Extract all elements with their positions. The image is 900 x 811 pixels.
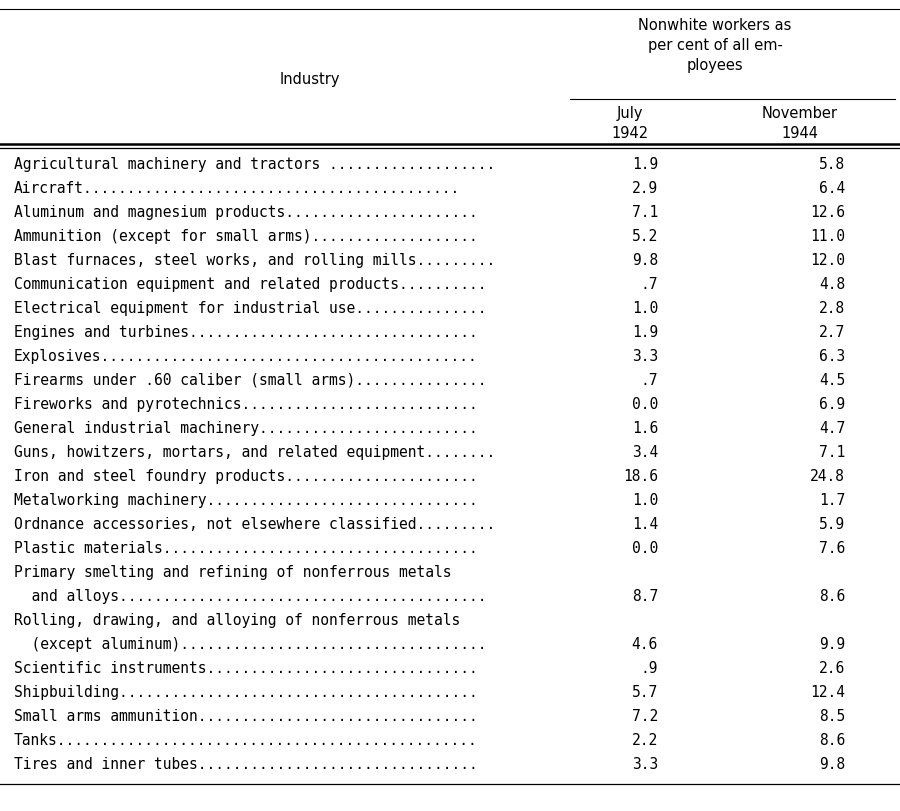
Text: Aircraft...........................................: Aircraft................................… [14,181,460,195]
Text: 11.0: 11.0 [810,229,845,243]
Text: Ordnance accessories, not elsewhere classified.........: Ordnance accessories, not elsewhere clas… [14,517,495,531]
Text: Metalworking machinery...............................: Metalworking machinery..................… [14,492,478,508]
Text: 4.8: 4.8 [819,277,845,292]
Text: Guns, howitzers, mortars, and related equipment........: Guns, howitzers, mortars, and related eq… [14,444,495,460]
Text: 5.8: 5.8 [819,157,845,172]
Text: 3.3: 3.3 [632,349,658,363]
Text: 2.7: 2.7 [819,324,845,340]
Text: Rolling, drawing, and alloying of nonferrous metals: Rolling, drawing, and alloying of nonfer… [14,612,460,627]
Text: (except aluminum)...................................: (except aluminum).......................… [14,636,487,651]
Text: 3.4: 3.4 [632,444,658,460]
Text: 2.2: 2.2 [632,732,658,747]
Text: 4.7: 4.7 [819,420,845,436]
Text: 12.6: 12.6 [810,204,845,220]
Text: 9.8: 9.8 [819,756,845,771]
Text: July
1942: July 1942 [611,106,649,140]
Text: Communication equipment and related products..........: Communication equipment and related prod… [14,277,487,292]
Text: 2.8: 2.8 [819,301,845,315]
Text: Shipbuilding.........................................: Shipbuilding............................… [14,684,478,699]
Text: 0.0: 0.0 [632,540,658,556]
Text: Tanks................................................: Tanks...................................… [14,732,478,747]
Text: .9: .9 [641,660,658,676]
Text: 9.9: 9.9 [819,636,845,651]
Text: November
1944: November 1944 [762,106,838,140]
Text: 24.8: 24.8 [810,469,845,483]
Text: Industry: Industry [280,72,340,87]
Text: 5.2: 5.2 [632,229,658,243]
Text: 8.5: 8.5 [819,708,845,723]
Text: 1.0: 1.0 [632,301,658,315]
Text: 8.6: 8.6 [819,588,845,603]
Text: 7.6: 7.6 [819,540,845,556]
Text: 1.6: 1.6 [632,420,658,436]
Text: Nonwhite workers as
per cent of all em-
ployees: Nonwhite workers as per cent of all em- … [638,18,792,72]
Text: and alloys..........................................: and alloys..............................… [14,588,487,603]
Text: Plastic materials....................................: Plastic materials.......................… [14,540,478,556]
Text: Firearms under .60 caliber (small arms)...............: Firearms under .60 caliber (small arms).… [14,372,487,388]
Text: 1.4: 1.4 [632,517,658,531]
Text: 5.7: 5.7 [632,684,658,699]
Text: 12.0: 12.0 [810,253,845,268]
Text: Primary smelting and refining of nonferrous metals: Primary smelting and refining of nonferr… [14,564,452,579]
Text: Agricultural machinery and tractors ...................: Agricultural machinery and tractors ....… [14,157,495,172]
Text: 12.4: 12.4 [810,684,845,699]
Text: Engines and turbines.................................: Engines and turbines....................… [14,324,478,340]
Text: 1.0: 1.0 [632,492,658,508]
Text: 1.9: 1.9 [632,157,658,172]
Text: 1.9: 1.9 [632,324,658,340]
Text: Blast furnaces, steel works, and rolling mills.........: Blast furnaces, steel works, and rolling… [14,253,495,268]
Text: Electrical equipment for industrial use...............: Electrical equipment for industrial use.… [14,301,487,315]
Text: Fireworks and pyrotechnics...........................: Fireworks and pyrotechnics..............… [14,397,478,411]
Text: 9.8: 9.8 [632,253,658,268]
Text: General industrial machinery.........................: General industrial machinery............… [14,420,478,436]
Text: 7.2: 7.2 [632,708,658,723]
Text: Small arms ammunition................................: Small arms ammunition...................… [14,708,478,723]
Text: 2.6: 2.6 [819,660,845,676]
Text: 6.4: 6.4 [819,181,845,195]
Text: Explosives...........................................: Explosives..............................… [14,349,478,363]
Text: 18.6: 18.6 [623,469,658,483]
Text: Aluminum and magnesium products......................: Aluminum and magnesium products.........… [14,204,478,220]
Text: 3.3: 3.3 [632,756,658,771]
Text: 8.6: 8.6 [819,732,845,747]
Text: Iron and steel foundry products......................: Iron and steel foundry products.........… [14,469,478,483]
Text: 7.1: 7.1 [632,204,658,220]
Text: .7: .7 [641,372,658,388]
Text: 0.0: 0.0 [632,397,658,411]
Text: Ammunition (except for small arms)...................: Ammunition (except for small arms)......… [14,229,478,243]
Text: Scientific instruments...............................: Scientific instruments..................… [14,660,478,676]
Text: 6.9: 6.9 [819,397,845,411]
Text: .7: .7 [641,277,658,292]
Text: 4.6: 4.6 [632,636,658,651]
Text: 1.7: 1.7 [819,492,845,508]
Text: 6.3: 6.3 [819,349,845,363]
Text: 8.7: 8.7 [632,588,658,603]
Text: 2.9: 2.9 [632,181,658,195]
Text: 5.9: 5.9 [819,517,845,531]
Text: 4.5: 4.5 [819,372,845,388]
Text: Tires and inner tubes................................: Tires and inner tubes...................… [14,756,478,771]
Text: 7.1: 7.1 [819,444,845,460]
